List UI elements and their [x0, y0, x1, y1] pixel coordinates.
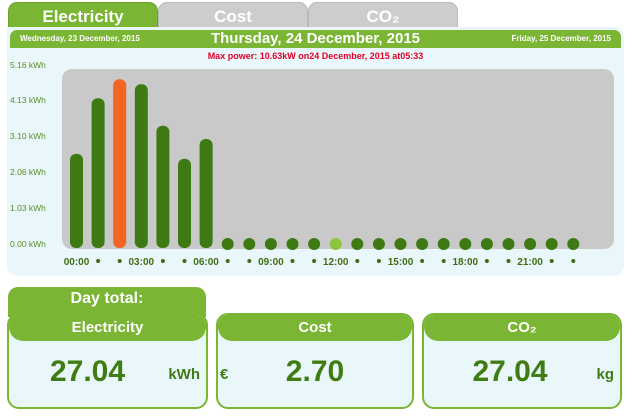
x-tick-label: 09:00 — [258, 257, 284, 268]
bar-12:00[interactable] — [329, 238, 342, 250]
bar-04:00[interactable] — [156, 125, 170, 248]
bar-18:00[interactable] — [459, 238, 472, 250]
x-tick-dot — [247, 259, 252, 263]
x-tick-dot — [549, 259, 554, 263]
x-tick-label: 15:00 — [388, 257, 414, 268]
previous-day-link[interactable]: Wednesday, 23 December, 2015 — [20, 34, 140, 43]
current-date-title: Thursday, 24 December, 2015 — [210, 30, 420, 47]
bar-23:00[interactable] — [567, 238, 580, 250]
bar-03:00[interactable] — [134, 84, 148, 248]
co2-total-label: CO₂ — [424, 315, 620, 341]
x-tick-dot — [225, 259, 230, 263]
x-tick-dot — [290, 259, 295, 263]
bar-01:00[interactable] — [91, 98, 105, 248]
cost-total-label: Cost — [218, 315, 412, 341]
x-tick-dot — [182, 259, 187, 263]
tab-electricity[interactable]: Electricity — [8, 2, 158, 30]
bar-07:00[interactable] — [221, 238, 234, 250]
bar-13:00[interactable] — [351, 238, 364, 250]
co2-total-value: 27.04 — [472, 355, 548, 388]
x-tick-dot — [117, 259, 122, 263]
electricity-total-unit: kWh — [168, 366, 200, 383]
bar-20:00[interactable] — [502, 238, 515, 250]
x-tick-label: 18:00 — [453, 257, 479, 268]
electricity-total-label: Electricity — [9, 315, 206, 341]
max-power-note: Max power: 10.63kW on24 December, 2015 a… — [207, 51, 424, 61]
chart-plot-area — [62, 69, 614, 249]
electricity-total-card: Electricity 27.04 kWh — [7, 313, 208, 409]
bar-15:00[interactable] — [394, 238, 407, 250]
bar-10:00[interactable] — [286, 238, 299, 250]
bar-02:00[interactable] — [113, 79, 127, 248]
x-tick-dot — [376, 259, 381, 263]
x-tick-dot — [441, 259, 446, 263]
bar-09:00[interactable] — [264, 238, 277, 250]
chart-panel: Wednesday, 23 December, 2015 Thursday, 2… — [7, 27, 624, 276]
y-tick-label: 0.00 kWh — [10, 239, 46, 249]
bar-22:00[interactable] — [545, 238, 558, 250]
date-navigation: Wednesday, 23 December, 2015 Thursday, 2… — [10, 30, 621, 48]
bar-14:00[interactable] — [372, 238, 385, 250]
x-tick-dot — [355, 259, 360, 263]
x-tick-label: 00:00 — [64, 257, 90, 268]
day-total-title: Day total: — [8, 287, 206, 317]
x-tick-label: 21:00 — [517, 257, 543, 268]
consumption-bar-chart: 00:00 03:00 06:00 09:00 12:00 15:00 18:00 21:00 — [64, 79, 580, 268]
bar-19:00[interactable] — [480, 238, 493, 250]
y-tick-label: 2.06 kWh — [10, 167, 46, 177]
x-tick-dot — [571, 259, 576, 263]
y-tick-label: 4.13 kWh — [10, 95, 46, 105]
tab-co2[interactable]: CO₂ — [308, 2, 458, 30]
x-tick-label: 03:00 — [129, 257, 155, 268]
x-tick-dot — [506, 259, 511, 263]
tab-bar: Electricity Cost CO₂ — [8, 2, 458, 30]
x-tick-dot — [160, 259, 165, 263]
co2-total-card: CO₂ 27.04 kg — [422, 313, 622, 409]
bar-08:00[interactable] — [243, 238, 256, 250]
next-day-link[interactable]: Friday, 25 December, 2015 — [511, 34, 611, 43]
bar-16:00[interactable] — [416, 238, 429, 250]
x-tick-dot — [96, 259, 101, 263]
cost-total-value: 2.70 — [285, 355, 345, 388]
y-tick-label: 5.16 kWh — [10, 60, 46, 70]
cost-total-card: Cost € 2.70 — [216, 313, 414, 409]
x-tick-dot — [420, 259, 425, 263]
bar-00:00[interactable] — [70, 153, 83, 248]
x-tick-label: 12:00 — [323, 257, 349, 268]
bar-21:00[interactable] — [524, 238, 537, 250]
x-tick-dot — [484, 259, 489, 263]
tab-cost[interactable]: Cost — [158, 2, 308, 30]
y-tick-label: 3.10 kWh — [10, 131, 46, 141]
bar-05:00[interactable] — [178, 158, 191, 248]
y-tick-label: 1.03 kWh — [10, 203, 46, 213]
co2-total-unit: kg — [596, 366, 614, 383]
cost-currency-symbol: € — [220, 366, 229, 383]
bar-11:00[interactable] — [308, 238, 321, 250]
bar-17:00[interactable] — [437, 238, 450, 250]
x-tick-dot — [312, 259, 317, 263]
electricity-total-value: 27.04 — [49, 355, 126, 388]
x-tick-label: 06:00 — [193, 257, 219, 268]
bar-06:00[interactable] — [199, 138, 213, 248]
